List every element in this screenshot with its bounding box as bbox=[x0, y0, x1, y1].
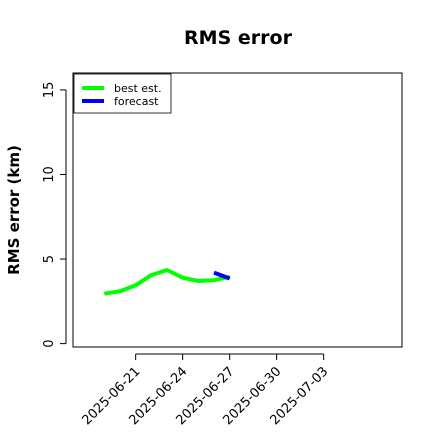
series-line-forecast bbox=[213, 270, 231, 281]
y-tick-label: 15 bbox=[42, 82, 57, 99]
y-tick-label: 5 bbox=[42, 255, 57, 263]
chart-title: RMS error bbox=[184, 27, 293, 49]
y-tick-label: 10 bbox=[42, 166, 57, 183]
legend-label-forecast: forecast bbox=[114, 95, 159, 108]
plot-frame bbox=[72, 72, 403, 348]
y-axis: 0 5 10 15 bbox=[42, 82, 67, 348]
legend-label-best-est: best est. bbox=[114, 82, 162, 95]
x-axis: 2025-06-212025-06-242025-06-272025-06-30… bbox=[79, 353, 331, 428]
y-tick-label: 0 bbox=[42, 339, 57, 347]
series-layer bbox=[103, 268, 231, 296]
legend-box bbox=[73, 73, 172, 114]
series-line-best-est bbox=[103, 268, 231, 296]
y-axis-label: RMS error (km) bbox=[5, 145, 23, 275]
legend: best est. forecast bbox=[73, 73, 172, 114]
